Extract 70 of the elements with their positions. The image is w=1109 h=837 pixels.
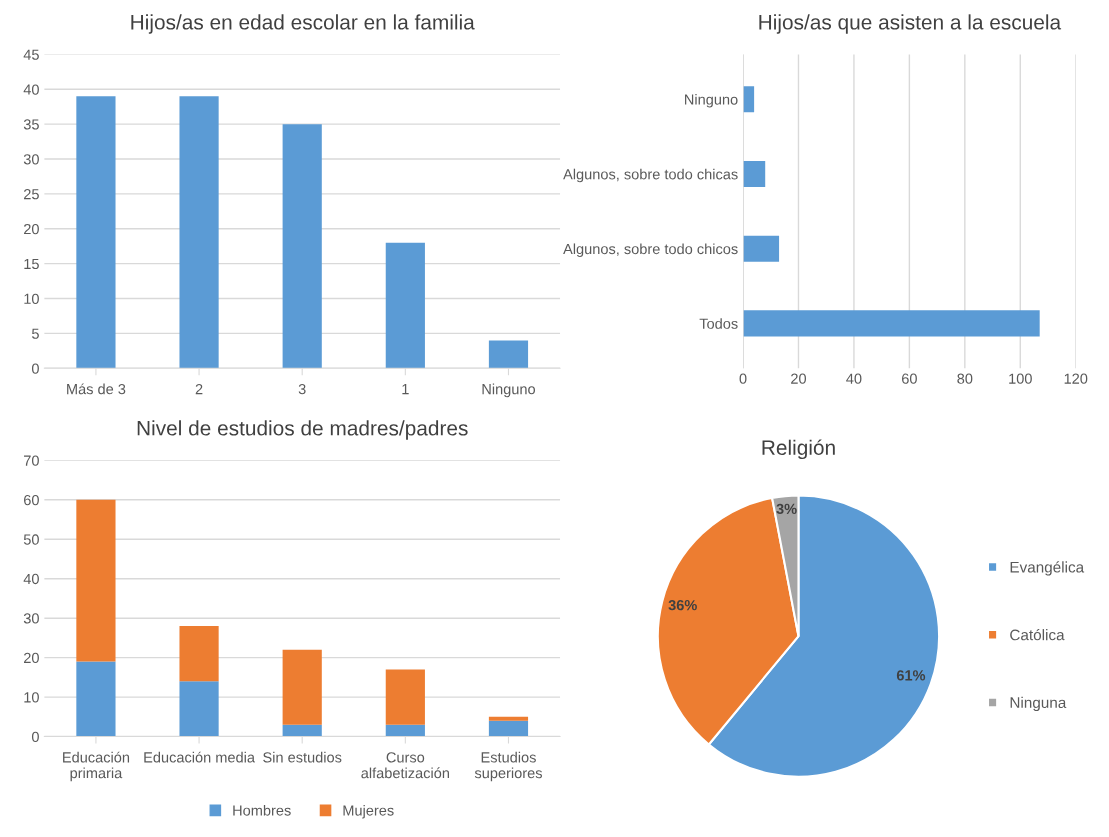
y-tick-label: 10 — [24, 293, 39, 304]
y-tick-label: 60 — [24, 494, 39, 506]
y-tick-label: 50 — [23, 534, 39, 545]
x-tick-label: 100 — [1009, 373, 1032, 384]
data-label: 36% — [668, 599, 697, 611]
y-tick-label: 40 — [23, 84, 39, 95]
bar — [488, 716, 529, 721]
bar — [179, 626, 219, 682]
x-tick-label: 60 — [902, 373, 917, 384]
chart-title: Hijos/as en edad escolar en la familia — [131, 14, 475, 34]
bar — [282, 649, 322, 725]
x-tick-label: 1 — [402, 384, 409, 395]
x-tick-label: Más de 3 — [67, 383, 126, 395]
y-tick-label: 40 — [23, 573, 39, 585]
y-tick-label: 35 — [23, 119, 39, 130]
bar — [488, 340, 529, 369]
bar — [385, 669, 425, 725]
legend-label: Evangélica — [1010, 561, 1085, 576]
bar — [179, 96, 219, 369]
bar — [488, 720, 529, 737]
y-tick-label: Algunos, sobre todo chicos — [563, 243, 738, 258]
x-tick-label: 3 — [298, 383, 306, 395]
y-tick-label: 20 — [24, 652, 39, 664]
bar — [385, 724, 425, 737]
y-tick-label: 15 — [24, 258, 39, 270]
bar — [179, 681, 219, 737]
x-tick-label: Sin estudios — [263, 751, 342, 763]
bar — [76, 661, 116, 737]
y-tick-label: 0 — [31, 731, 39, 742]
y-tick-label: 20 — [24, 223, 39, 235]
y-tick-label: Ninguno — [685, 93, 738, 108]
legend-label: Católica — [1010, 628, 1065, 641]
chart-title: Nivel de estudios de madres/padres — [137, 420, 468, 440]
y-tick-label: Algunos, sobre todo chicas — [563, 168, 738, 183]
y-tick-label: 5 — [31, 328, 39, 339]
y-tick-label: 30 — [23, 613, 39, 624]
x-tick-label: 0 — [739, 373, 747, 384]
bar — [743, 86, 755, 113]
y-tick-label: 30 — [23, 154, 39, 165]
bar — [385, 242, 425, 369]
y-tick-label: 70 — [24, 455, 39, 466]
y-tick-label: 0 — [31, 363, 39, 374]
bar — [282, 124, 322, 369]
x-tick-label: 80 — [957, 373, 973, 384]
data-label: 61% — [896, 670, 926, 681]
data-label: 3% — [776, 503, 797, 515]
y-tick-label: Todos — [699, 318, 738, 329]
bar — [743, 235, 780, 262]
y-tick-label: 25 — [24, 189, 39, 200]
y-tick-label: 45 — [23, 49, 39, 60]
x-tick-label: Estudios superiores — [474, 751, 542, 782]
legend-label: Hombres — [233, 804, 291, 816]
bar — [743, 160, 766, 188]
bar — [76, 499, 116, 662]
x-tick-label: 40 — [846, 373, 862, 384]
chart-title: Religión — [762, 439, 835, 460]
chart-title: Hijos/as que asisten a la escuela — [759, 14, 1062, 34]
x-tick-label: Ninguno — [482, 383, 536, 398]
x-tick-label: 20 — [791, 373, 807, 384]
bar — [76, 96, 116, 369]
y-tick-label: 10 — [24, 692, 39, 703]
legend-label: Ninguna — [1010, 696, 1067, 712]
x-tick-label: Educación primaria — [63, 751, 130, 782]
x-tick-label: Educación media — [144, 751, 256, 763]
x-tick-label: Curso alfabetización — [361, 752, 449, 779]
x-tick-label: 120 — [1064, 373, 1088, 384]
legend-label: Mujeres — [343, 804, 394, 819]
bar — [743, 310, 1040, 337]
bar — [282, 724, 322, 737]
x-tick-label: 2 — [195, 383, 203, 395]
